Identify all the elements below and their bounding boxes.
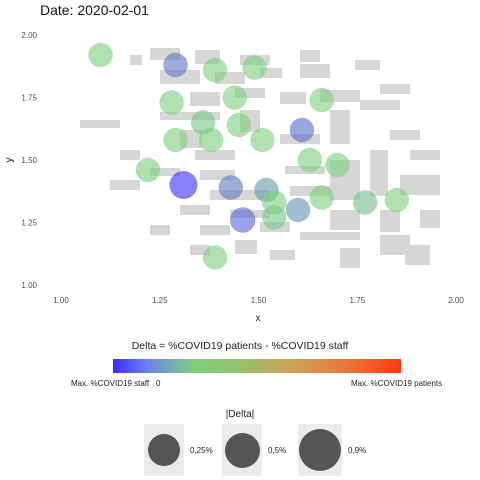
x-axis-ticks: 1.00 1.25 1.50 1.75 2.00 bbox=[53, 296, 464, 305]
building-footprint bbox=[290, 186, 330, 196]
data-point bbox=[230, 207, 256, 233]
building-footprint bbox=[390, 130, 420, 140]
x-tick-label: 1.25 bbox=[152, 296, 168, 305]
color-legend-low-label: Max. %COVID19 staff bbox=[71, 379, 150, 388]
color-legend-title: Delta = %COVID19 patients - %COVID19 sta… bbox=[131, 340, 349, 352]
map-background bbox=[80, 48, 440, 268]
color-legend-high-label: Max. %COVID19 patients bbox=[351, 379, 443, 388]
building-footprint bbox=[160, 112, 220, 120]
building-footprint bbox=[330, 210, 360, 230]
building-footprint bbox=[80, 120, 120, 128]
building-footprint bbox=[150, 225, 170, 235]
data-point bbox=[309, 87, 334, 113]
x-tick-label: 1.75 bbox=[349, 296, 365, 305]
building-footprint bbox=[150, 168, 180, 176]
size-legend-circle-medium bbox=[225, 433, 260, 468]
building-footprint bbox=[190, 245, 210, 255]
building-footprint bbox=[340, 248, 360, 268]
building-footprint bbox=[300, 64, 330, 78]
data-point bbox=[352, 190, 378, 215]
building-footprint bbox=[200, 170, 235, 180]
building-footprint bbox=[235, 240, 257, 254]
data-point bbox=[289, 117, 315, 143]
x-axis-label: x bbox=[256, 313, 261, 324]
building-footprint bbox=[380, 235, 410, 255]
y-axis-label: y bbox=[4, 158, 15, 163]
data-point bbox=[169, 171, 198, 199]
building-footprint bbox=[355, 60, 380, 70]
building-footprint bbox=[330, 110, 350, 144]
scatter-plot: 1.00 1.25 1.50 1.75 2.00 1.00 1.25 1.50 1.75 2.0… bbox=[4, 31, 464, 324]
y-tick-label: 1.25 bbox=[21, 219, 37, 228]
y-tick-label: 2.00 bbox=[21, 31, 37, 40]
data-points bbox=[88, 42, 409, 270]
building-footprint bbox=[180, 205, 210, 215]
y-tick-label: 1.00 bbox=[21, 281, 37, 290]
building-footprint bbox=[300, 232, 360, 240]
building-footprint bbox=[370, 150, 388, 196]
data-point bbox=[88, 42, 113, 68]
building-footprint bbox=[280, 92, 306, 104]
size-legend-label-small: 0,25% bbox=[190, 446, 213, 455]
size-legend-label-medium: 0,5% bbox=[268, 446, 287, 455]
building-footprint bbox=[130, 55, 142, 65]
size-legend-key-small bbox=[144, 424, 184, 476]
chart-title: Date: 2020-02-01 bbox=[40, 2, 149, 18]
size-legend-key-large bbox=[298, 424, 342, 476]
data-point bbox=[159, 90, 184, 115]
data-point bbox=[226, 112, 251, 138]
data-point bbox=[218, 175, 244, 200]
size-legend-circle-large bbox=[299, 429, 341, 471]
data-point bbox=[163, 52, 188, 78]
building-footprint bbox=[405, 245, 430, 265]
size-legend-circle-small bbox=[148, 434, 180, 466]
building-footprint bbox=[120, 150, 140, 160]
building-footprint bbox=[380, 84, 410, 94]
data-point bbox=[198, 127, 224, 153]
data-point bbox=[285, 197, 311, 223]
y-tick-label: 1.75 bbox=[21, 94, 37, 103]
x-tick-label: 1.00 bbox=[53, 296, 69, 305]
y-tick-label: 1.50 bbox=[21, 156, 37, 165]
data-point bbox=[250, 127, 275, 153]
building-footprint bbox=[410, 150, 440, 160]
data-point bbox=[262, 205, 287, 230]
x-tick-label: 1.50 bbox=[251, 296, 267, 305]
color-legend-mid-label: 0 bbox=[156, 379, 161, 388]
building-footprint bbox=[110, 180, 140, 190]
data-point bbox=[309, 185, 334, 210]
building-footprint bbox=[260, 68, 282, 78]
building-footprint bbox=[300, 50, 320, 62]
data-point bbox=[202, 57, 228, 83]
building-footprint bbox=[235, 88, 265, 98]
building-footprint bbox=[380, 210, 400, 232]
y-axis-ticks: 1.00 1.25 1.50 1.75 2.00 bbox=[21, 31, 37, 290]
data-point bbox=[242, 55, 267, 80]
building-footprint bbox=[190, 92, 220, 106]
data-point bbox=[222, 85, 248, 110]
building-footprint bbox=[400, 175, 440, 195]
size-legend-label-large: 0,9% bbox=[348, 446, 367, 455]
size-legend-title: |Delta| bbox=[225, 409, 255, 420]
building-footprint bbox=[420, 210, 440, 228]
data-point bbox=[384, 187, 409, 213]
data-point bbox=[135, 157, 161, 183]
x-tick-label: 2.00 bbox=[448, 296, 464, 305]
building-footprint bbox=[195, 150, 235, 160]
color-legend-gradient bbox=[113, 359, 401, 373]
data-point bbox=[163, 127, 188, 153]
building-footprint bbox=[200, 225, 230, 235]
data-point bbox=[297, 147, 323, 173]
building-footprint bbox=[360, 100, 400, 110]
size-legend-key-medium bbox=[222, 424, 262, 476]
data-point bbox=[202, 245, 228, 270]
data-point bbox=[325, 152, 350, 178]
building-footprint bbox=[270, 250, 295, 260]
